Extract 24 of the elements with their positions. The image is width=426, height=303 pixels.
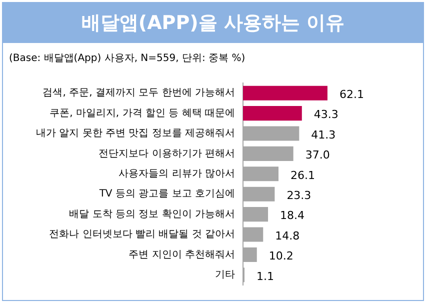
- data-label: 26.1: [290, 168, 315, 182]
- data-label: 41.3: [311, 128, 336, 142]
- data-label: 1.1: [256, 270, 274, 283]
- y-tick-label: 쿠폰, 마일리지, 가격 할인 등 혜택 때문에: [50, 108, 235, 119]
- data-label: 18.4: [280, 209, 305, 222]
- data-label: 37.0: [305, 148, 330, 162]
- y-tick-label: 배달 도착 등의 정보 확인이 가능해서: [69, 208, 235, 220]
- y-tick-label: 전화나 인터넷보다 빨리 배달될 것 같아서: [49, 229, 235, 240]
- text: (Base: 배달앱(App) 사용자, N=559, 단위: 중복 %): [8, 52, 246, 66]
- data-label: 62.1: [339, 88, 364, 101]
- y-tick-label: TV 등의 광고를 보고 호기심에: [98, 188, 235, 200]
- chart-title: 배달앱(APP)을 사용하는 이유: [3, 3, 423, 43]
- y-tick-label: 주변 지인이 추천해줘서: [128, 249, 235, 260]
- y-tick-label: 내가 알지 못한 주변 맛집 정보를 제공해줘서: [36, 128, 235, 140]
- y-tick-label: 사용자들의 리뷰가 많아서: [118, 168, 235, 180]
- data-label: 43.3: [314, 108, 338, 122]
- y-tick-label: 기타: [215, 269, 235, 280]
- bar: [243, 86, 328, 100]
- y-tick-label: 전단지보다 이용하기가 편해서: [98, 148, 235, 160]
- bar: [243, 106, 302, 121]
- data-label: 23.3: [286, 188, 312, 202]
- data-label: 14.8: [275, 229, 300, 242]
- y-tick-label: 검색, 주문, 결제까지 모두 한번에 가능해서: [42, 88, 235, 99]
- data-label: 10.2: [268, 250, 294, 263]
